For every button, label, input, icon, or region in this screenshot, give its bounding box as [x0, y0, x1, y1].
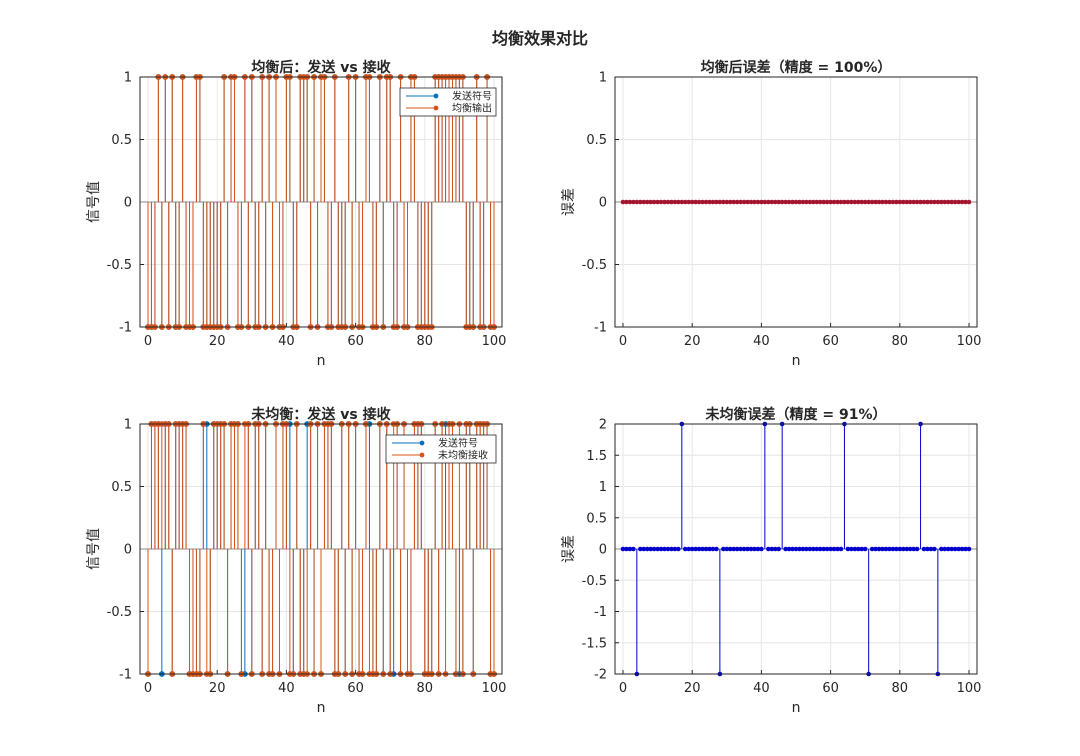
y-tick-label: -1 [594, 605, 607, 620]
y-tick-label: 0 [599, 543, 607, 558]
x-tick-label: 0 [619, 681, 627, 696]
x-tick-label: 60 [822, 334, 839, 349]
y-axis-label: 信号值 [86, 181, 102, 223]
x-axis-label: n [317, 700, 326, 716]
y-tick-label: -1 [119, 668, 132, 683]
x-tick-label: 20 [209, 681, 226, 696]
x-tick-label: 100 [482, 681, 507, 696]
x-tick-label: 80 [892, 334, 909, 349]
y-tick-label: 0.5 [111, 133, 132, 148]
x-tick-label: 40 [278, 334, 295, 349]
stem-marker [966, 546, 972, 552]
y-tick-label: -2 [594, 668, 607, 683]
x-tick-label: 20 [684, 681, 701, 696]
x-tick-label: 100 [957, 334, 982, 349]
y-tick-label: -1 [594, 321, 607, 336]
y-tick-label: 0 [124, 196, 132, 211]
axes-title: 均衡后误差（精度 = 100%） [701, 59, 892, 76]
stem-marker [932, 546, 937, 552]
axes-frame [614, 76, 978, 328]
axes-frame [139, 76, 503, 328]
series-0 [620, 421, 972, 677]
y-tick-label: -0.5 [107, 258, 132, 273]
x-tick-label: 40 [753, 681, 770, 696]
figure-title: 均衡效果对比 [492, 29, 588, 48]
x-axis-label: n [317, 353, 326, 369]
x-tick-label: 80 [417, 334, 434, 349]
y-tick-label: 1 [124, 418, 132, 433]
stem-marker [759, 546, 764, 552]
stem-marker [631, 546, 636, 552]
axes-pre-equalization-signal: 0 20 40 60 80 100 -1 -0.5 0 0.5 1 未均衡：发送 vs 接收 n 信号值 发… [86, 406, 506, 716]
axes-post-equalization-signal: 0 20 40 60 80 100 -1 -0.5 0 0.5 1 均衡后：发送 vs 接收 n 信号值 发… [86, 59, 506, 369]
x-tick-label: 20 [209, 334, 226, 349]
stem-marker [714, 546, 719, 552]
axes-title: 均衡后：发送 vs 接收 [251, 59, 391, 76]
stem-marker [966, 199, 972, 205]
y-tick-label: 0 [124, 543, 132, 558]
x-tick-label: 20 [684, 334, 701, 349]
x-tick-label: 60 [347, 681, 364, 696]
x-axis-label: n [792, 353, 801, 369]
axes-post-equalization-error: 0 20 40 60 80 100 -1 -0.5 0 0.5 1 均衡后误差（精度 = 100%） n… [561, 59, 981, 369]
y-axis-label: 误差 [561, 188, 577, 216]
y-tick-label: 1 [599, 71, 607, 86]
y-tick-label: -1.5 [582, 636, 607, 651]
y-tick-label: -0.5 [582, 258, 607, 273]
y-tick-label: 1 [124, 71, 132, 86]
y-tick-label: -0.5 [582, 574, 607, 589]
legend-swatch-marker [419, 452, 425, 458]
y-tick-label: 0.5 [586, 511, 607, 526]
axes-title: 未均衡误差（精度 = 91%） [706, 406, 887, 423]
x-tick-label: 100 [957, 681, 982, 696]
y-tick-label: 0 [599, 196, 607, 211]
x-tick-label: 80 [417, 681, 434, 696]
legend-box [399, 87, 497, 117]
legend-swatch-marker [433, 93, 439, 99]
x-axis-label: n [792, 700, 801, 716]
y-tick-label: 1.5 [586, 449, 607, 464]
x-tick-label: 0 [619, 334, 627, 349]
axes-title: 未均衡：发送 vs 接收 [251, 406, 391, 423]
x-tick-label: 0 [144, 334, 152, 349]
y-axis-label: 误差 [561, 535, 577, 563]
legend-swatch-marker [433, 105, 439, 111]
legend-swatch-marker [419, 440, 425, 446]
x-tick-label: 60 [822, 681, 839, 696]
y-tick-label: 0.5 [586, 133, 607, 148]
x-tick-label: 60 [347, 334, 364, 349]
stem-marker [838, 546, 844, 552]
x-tick-label: 0 [144, 681, 152, 696]
y-tick-label: 2 [599, 418, 607, 433]
legend-entry: 发送符号 [438, 437, 478, 450]
stem-marker [862, 546, 868, 552]
legend-box [385, 434, 497, 464]
y-axis-label: 信号值 [86, 528, 102, 570]
legend-entry: 发送符号 [452, 90, 492, 103]
axes-frame [139, 423, 503, 675]
y-tick-label: -0.5 [107, 605, 132, 620]
y-tick-label: 0.5 [111, 480, 132, 495]
x-tick-label: 100 [482, 334, 507, 349]
axes-pre-equalization-error: 0 20 40 60 80 100 -2 -1.5 -1 -0.5 0 0.5 1 1.5 2 未均衡误差（精… [561, 406, 981, 716]
stem-marker [776, 546, 782, 552]
stem-marker [914, 546, 920, 552]
axes-frame [614, 423, 978, 675]
x-tick-label: 40 [278, 681, 295, 696]
stem-marker [676, 546, 681, 552]
legend-entry: 均衡输出 [452, 102, 492, 115]
x-tick-label: 40 [753, 334, 770, 349]
y-tick-label: 1 [599, 480, 607, 495]
legend-entry: 未均衡接收 [438, 449, 488, 462]
y-tick-label: -1 [119, 321, 132, 336]
x-tick-label: 80 [892, 681, 909, 696]
series-0 [620, 199, 972, 205]
